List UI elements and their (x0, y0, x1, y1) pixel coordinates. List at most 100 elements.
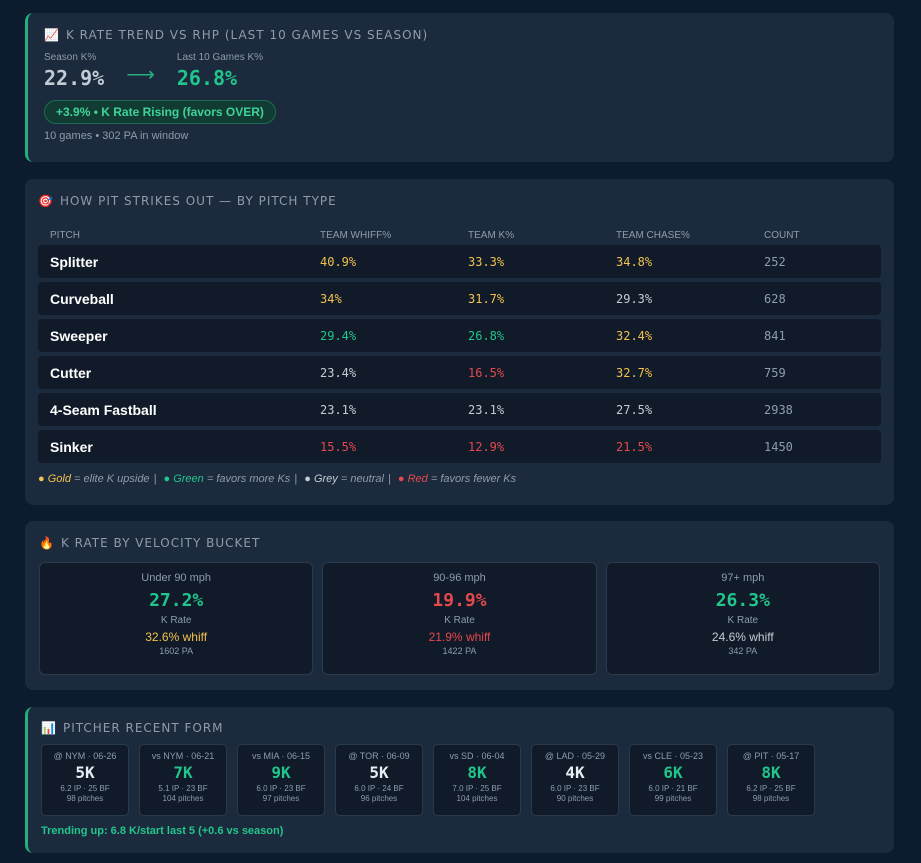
game-opponent: @ TOR · 06-09 (348, 751, 410, 761)
k-value: 33.3% (468, 254, 505, 269)
game-pitches: 98 pitches (752, 794, 790, 803)
game-opponent: vs CLE · 05-23 (642, 751, 704, 761)
game-opponent: vs NYM · 06-21 (151, 751, 215, 761)
count-value: 1450 (764, 439, 793, 454)
green-dot-icon: ● (163, 473, 171, 485)
game-strikeouts: 5K (369, 763, 389, 782)
k-value: 23.1% (468, 402, 505, 417)
chase-value: 21.5% (616, 439, 653, 454)
fire-icon: 🔥 (39, 536, 55, 550)
last10-k-label: Last 10 Games K% (176, 52, 264, 63)
table-row: Cutter 23.4% 16.5% 32.7% 759 (38, 356, 881, 389)
k-value: 31.7% (468, 291, 505, 306)
game-pitches: 90 pitches (556, 794, 594, 803)
bucket-whiff: 21.9% whiff (428, 630, 491, 644)
game-card: @ LAD · 05-29 4K 6.0 IP · 23 BF 90 pitches (531, 744, 619, 816)
pitch-name: 4-Seam Fastball (50, 401, 157, 418)
col-chase: TEAM CHASE% (616, 230, 690, 241)
whiff-value: 23.1% (320, 402, 357, 417)
game-pitches: 104 pitches (456, 794, 498, 803)
game-opponent: @ LAD · 05-29 (544, 751, 606, 761)
bucket-k-label: K Rate (160, 615, 192, 626)
col-whiff: TEAM WHIFF% (320, 230, 392, 241)
pitch-name: Sweeper (50, 327, 108, 344)
bucket-k-rate: 27.2% (149, 590, 204, 611)
game-line: 5.1 IP · 23 BF (158, 784, 208, 793)
whiff-value: 40.9% (320, 254, 357, 269)
target-icon: 🎯 (38, 194, 54, 208)
game-line: 6.0 IP · 23 BF (256, 784, 306, 793)
red-dot-icon: ● (397, 473, 405, 485)
game-strikeouts: 8K (761, 763, 781, 782)
chase-value: 34.8% (616, 254, 653, 269)
game-card: @ PIT · 05-17 8K 6.2 IP · 25 BF 98 pitches (727, 744, 815, 816)
k-rate-trend-card: 📈 K RATE TREND VS RHP (LAST 10 GAMES VS … (25, 13, 894, 162)
game-strikeouts: 4K (565, 763, 585, 782)
velocity-card: 🔥 K RATE BY VELOCITY BUCKET Under 90 mph… (25, 521, 894, 690)
game-card: vs NYM · 06-21 7K 5.1 IP · 23 BF 104 pitche… (139, 744, 227, 816)
table-row: 4-Seam Fastball 23.1% 23.1% 27.5% 2938 (38, 393, 881, 426)
arrow-right-icon: ⟶ (126, 64, 155, 86)
pitch-type-title: 🎯 HOW PIT STRIKES OUT — BY PITCH TYPE (38, 194, 337, 208)
chase-value: 29.3% (616, 291, 653, 306)
bucket-k-rate: 26.3% (715, 590, 770, 611)
whiff-value: 29.4% (320, 328, 357, 343)
bucket-pa: 342 PA (728, 646, 758, 656)
bucket-label: 90-96 mph (433, 572, 486, 584)
pitch-name: Sinker (50, 438, 93, 455)
game-line: 6.0 IP · 21 BF (648, 784, 698, 793)
col-count: COUNT (764, 230, 800, 241)
game-opponent: @ NYM · 06-26 (53, 751, 117, 761)
trend-summary: Trending up: 6.8 K/start last 5 (+0.6 vs… (41, 825, 284, 837)
game-card: vs CLE · 05-23 6K 6.0 IP · 21 BF 99 pitches (629, 744, 717, 816)
game-pitches: 98 pitches (66, 794, 104, 803)
grey-dot-icon: ● (304, 473, 311, 485)
bucket-k-label: K Rate (444, 615, 475, 626)
bucket-pa: 1602 PA (159, 646, 194, 656)
whiff-value: 34% (320, 291, 342, 306)
pitch-name: Curveball (50, 290, 114, 307)
k-value: 26.8% (468, 328, 505, 343)
pitch-table-header: PITCH TEAM WHIFF% TEAM K% TEAM CHASE% CO… (38, 230, 881, 241)
game-line: 7.0 IP · 25 BF (452, 784, 502, 793)
bucket-k-label: K Rate (727, 615, 759, 626)
game-strikeouts: 7K (173, 763, 193, 782)
game-pitches: 96 pitches (360, 794, 398, 803)
recent-form-card: 📊 PITCHER RECENT FORM @ NYM · 06-26 5K 6.2… (25, 707, 894, 853)
game-card: vs MIA · 06-15 9K 6.0 IP · 23 BF 97 pitches (237, 744, 325, 816)
bar-chart-icon: 📊 (41, 721, 57, 735)
whiff-value: 15.5% (320, 439, 357, 454)
game-line: 6.0 IP · 24 BF (354, 784, 404, 793)
velocity-bucket: Under 90 mph 27.2% K Rate 32.6% whiff 1602 P… (39, 562, 314, 675)
pitch-name: Splitter (50, 253, 99, 270)
game-line: 6.0 IP · 23 BF (550, 784, 600, 793)
game-line: 6.2 IP · 25 BF (746, 784, 796, 793)
count-value: 841 (764, 328, 786, 343)
pitch-type-card: 🎯 HOW PIT STRIKES OUT — BY PITCH TYPE PI… (25, 179, 894, 505)
table-row: Curveball 34% 31.7% 29.3% 628 (38, 282, 881, 315)
count-value: 759 (764, 365, 786, 380)
chase-value: 27.5% (616, 402, 653, 417)
season-k-stat: Season K% 22.9% (44, 52, 104, 90)
chase-value: 32.7% (616, 365, 653, 380)
bucket-pa: 1422 PA (442, 646, 477, 656)
game-pitches: 104 pitches (162, 794, 204, 803)
color-legend: ● Gold = elite K upside | ● Green = favor… (38, 473, 517, 485)
chase-value: 32.4% (616, 328, 653, 343)
game-opponent: @ PIT · 05-17 (742, 751, 800, 761)
velocity-title: 🔥 K RATE BY VELOCITY BUCKET (39, 536, 261, 550)
k-rate-rising-badge: +3.9% • K Rate Rising (favors OVER) (44, 100, 276, 124)
game-strikeouts: 6K (663, 763, 683, 782)
season-k-value: 22.9% (44, 66, 105, 90)
velocity-bucket: 97+ mph 26.3% K Rate 24.6% whiff 342 PA (605, 562, 880, 675)
window-summary: 10 games • 302 PA in window (44, 130, 189, 142)
game-opponent: vs MIA · 06-15 (251, 751, 311, 761)
last10-k-value: 26.8% (176, 66, 238, 90)
k-value: 12.9% (468, 439, 505, 454)
gold-dot-icon: ● (38, 473, 45, 485)
k-value: 16.5% (468, 365, 505, 380)
game-strikeouts: 9K (271, 763, 291, 782)
bucket-k-rate: 19.9% (432, 590, 487, 611)
col-k: TEAM K% (468, 230, 515, 241)
game-strikeouts: 5K (75, 763, 95, 782)
